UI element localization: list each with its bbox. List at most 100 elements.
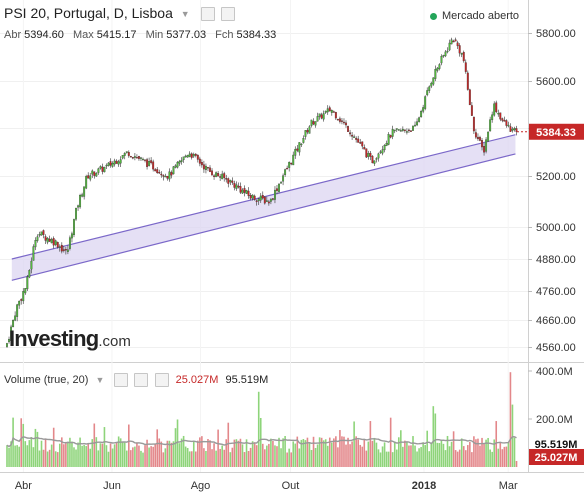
candle bbox=[209, 165, 211, 173]
candle-body bbox=[30, 260, 33, 270]
symbol-title[interactable]: PSI 20, Portugal, D, Lisboa bbox=[4, 5, 173, 21]
volume-bar bbox=[446, 435, 449, 467]
candle-body bbox=[97, 168, 100, 173]
chevron-down-icon[interactable]: ▼ bbox=[95, 375, 105, 385]
candle bbox=[336, 118, 339, 121]
price-tick-label: 4880.00 bbox=[536, 254, 576, 266]
candle-body bbox=[440, 56, 443, 64]
hide-icon[interactable] bbox=[134, 373, 149, 387]
candle-body bbox=[265, 200, 268, 202]
candle-body bbox=[73, 219, 75, 236]
candle bbox=[148, 157, 151, 167]
candle bbox=[385, 140, 388, 147]
volume-bar bbox=[487, 437, 489, 467]
candle bbox=[251, 194, 254, 201]
candle bbox=[89, 172, 92, 182]
candle bbox=[129, 155, 132, 158]
candle-body bbox=[491, 114, 494, 121]
candle bbox=[458, 43, 461, 57]
volume-bar bbox=[481, 437, 483, 467]
candle-body bbox=[50, 239, 53, 244]
volume-bar bbox=[335, 436, 337, 467]
volume-bar bbox=[389, 417, 392, 467]
volume-title[interactable]: Volume (true, 20) bbox=[4, 373, 89, 386]
hide-icon[interactable] bbox=[221, 7, 236, 22]
volume-bar bbox=[79, 437, 81, 467]
settings-icon[interactable] bbox=[200, 7, 215, 22]
candle-body bbox=[135, 157, 138, 159]
candle bbox=[298, 142, 301, 156]
volume-bar bbox=[300, 439, 303, 467]
volume-bar bbox=[280, 448, 282, 467]
candle bbox=[22, 288, 25, 304]
candle bbox=[20, 298, 23, 305]
candle-body bbox=[274, 189, 276, 200]
candle-body bbox=[182, 156, 185, 161]
volume-bar bbox=[221, 445, 223, 467]
volume-axis: 200.0M 400.0M bbox=[528, 366, 573, 426]
candle-body bbox=[489, 119, 492, 132]
candle-body bbox=[296, 148, 299, 151]
candle bbox=[99, 165, 102, 170]
candle-body bbox=[93, 171, 96, 176]
candle bbox=[42, 229, 45, 239]
candle bbox=[144, 159, 146, 163]
candle bbox=[223, 171, 226, 182]
candle-body bbox=[472, 116, 475, 132]
volume-bar bbox=[489, 449, 491, 467]
candle-body bbox=[42, 230, 45, 235]
volume-bar bbox=[393, 441, 396, 467]
candle bbox=[282, 173, 285, 186]
volume-ma-badge-text: 95.519M bbox=[535, 439, 578, 451]
candle-body bbox=[312, 121, 315, 125]
candle-body bbox=[414, 124, 416, 127]
candle bbox=[36, 234, 39, 243]
candle-body bbox=[405, 131, 408, 133]
candle bbox=[286, 165, 289, 170]
volume-bar bbox=[160, 441, 163, 467]
volume-bar bbox=[142, 452, 144, 467]
candle-body bbox=[371, 155, 374, 164]
volume-bar bbox=[125, 450, 128, 467]
time-axis: Abr Jun Ago Out 2018 Mar bbox=[15, 480, 518, 492]
candle bbox=[40, 231, 43, 236]
volume-bar bbox=[379, 452, 382, 467]
candle-body bbox=[381, 149, 384, 154]
volume-bar bbox=[253, 442, 256, 467]
volume-bar bbox=[381, 446, 384, 467]
candle bbox=[247, 187, 250, 199]
candle-body bbox=[22, 291, 25, 302]
candle-body bbox=[38, 234, 41, 236]
close-icon[interactable] bbox=[154, 373, 169, 387]
volume-bar bbox=[190, 451, 193, 467]
volume-bar bbox=[158, 438, 161, 467]
candle bbox=[77, 204, 80, 211]
volume-bar bbox=[97, 450, 100, 467]
candle bbox=[97, 167, 100, 175]
volume-bar bbox=[462, 446, 465, 467]
candle bbox=[30, 257, 33, 274]
candle bbox=[166, 175, 169, 181]
volume-bar bbox=[219, 448, 221, 467]
volume-bar bbox=[207, 439, 209, 467]
volume-bar bbox=[65, 441, 67, 467]
candle bbox=[95, 172, 98, 177]
volume-bar bbox=[491, 451, 493, 467]
volume-bar bbox=[12, 417, 14, 467]
candle bbox=[288, 161, 291, 172]
volume-bar bbox=[483, 443, 485, 467]
candle bbox=[48, 235, 51, 242]
candle-body bbox=[140, 157, 142, 159]
volume-bar bbox=[310, 449, 313, 467]
candle bbox=[468, 88, 471, 106]
volume-bar bbox=[383, 442, 386, 467]
candle-body bbox=[501, 118, 504, 121]
volume-bar bbox=[144, 445, 146, 467]
settings-icon[interactable] bbox=[114, 373, 129, 387]
volume-bar bbox=[363, 439, 366, 467]
candle-body bbox=[269, 198, 272, 202]
volume-bar bbox=[209, 440, 211, 467]
candle bbox=[349, 129, 352, 137]
chevron-down-icon[interactable]: ▼ bbox=[180, 9, 190, 20]
